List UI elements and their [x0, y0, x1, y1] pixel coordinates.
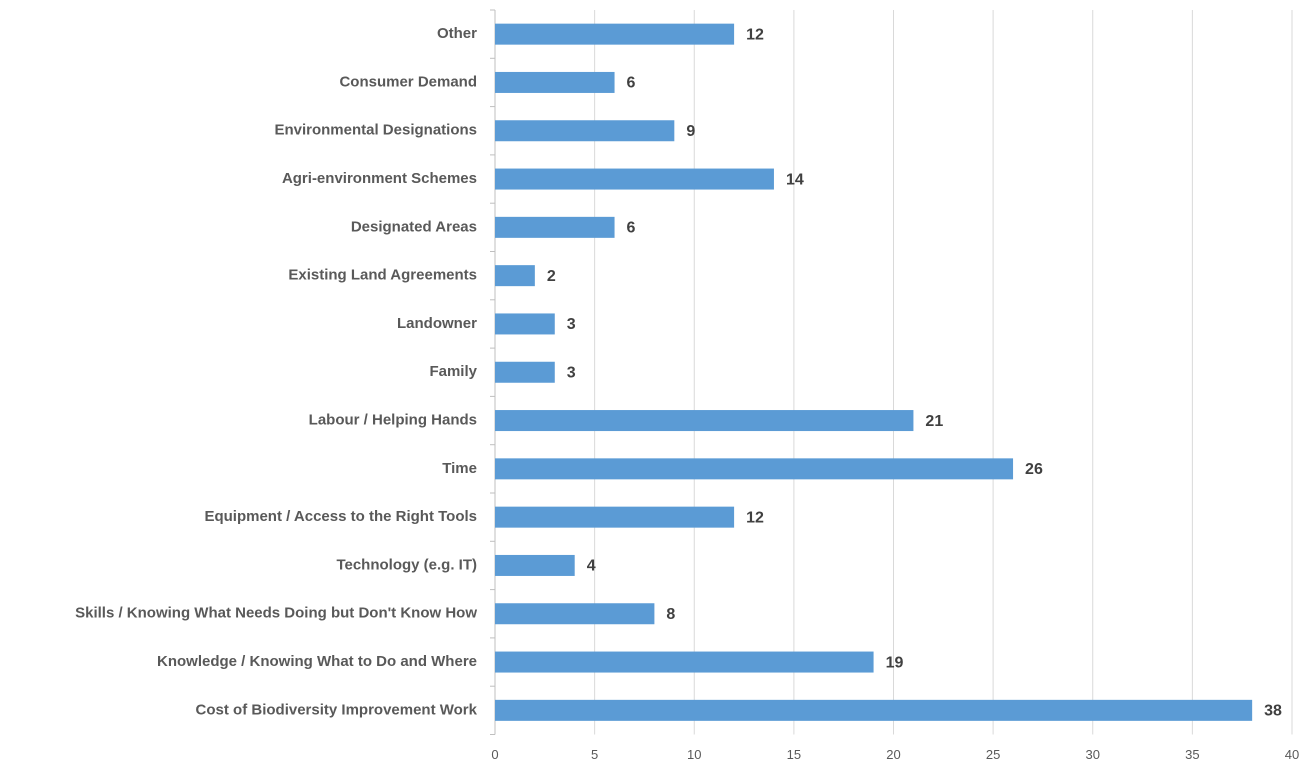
bar	[495, 410, 914, 432]
data-label: 8	[666, 606, 675, 623]
x-tick-label: 30	[1086, 747, 1100, 762]
data-label: 12	[746, 26, 764, 43]
y-tick-label: Technology (e.g. IT)	[336, 556, 477, 573]
bar	[495, 265, 535, 287]
bar	[495, 603, 655, 625]
x-tick-label: 40	[1285, 747, 1299, 762]
bar	[495, 216, 615, 238]
y-tick-label: Designated Areas	[351, 218, 477, 235]
bar	[495, 458, 1014, 480]
y-tick-label: Other	[437, 25, 477, 42]
data-label: 9	[686, 123, 695, 140]
bar	[495, 168, 774, 190]
data-label: 21	[925, 413, 943, 430]
bar	[495, 651, 874, 673]
data-label: 6	[627, 220, 636, 237]
data-label: 14	[786, 171, 804, 188]
bar	[495, 23, 735, 45]
y-tick-label: Labour / Helping Hands	[309, 412, 477, 429]
y-tick-label: Cost of Biodiversity Improvement Work	[196, 701, 478, 718]
y-tick-label: Equipment / Access to the Right Tools	[204, 508, 477, 525]
data-label: 6	[627, 75, 636, 92]
bar	[495, 361, 555, 383]
data-label: 26	[1025, 461, 1043, 478]
data-label: 3	[567, 316, 576, 333]
y-tick-label: Agri-environment Schemes	[282, 170, 477, 187]
x-tick-label: 10	[687, 747, 701, 762]
x-tick-label: 35	[1185, 747, 1199, 762]
y-tick-label: Skills / Knowing What Needs Doing but Do…	[75, 605, 477, 622]
y-tick-label: Environmental Designations	[274, 122, 477, 139]
x-tick-label: 25	[986, 747, 1000, 762]
bar	[495, 71, 615, 93]
x-tick-label: 5	[591, 747, 598, 762]
data-label: 3	[567, 364, 576, 381]
x-tick-label: 15	[787, 747, 801, 762]
bar	[495, 554, 575, 576]
x-tick-label: 20	[886, 747, 900, 762]
data-label: 19	[886, 654, 904, 671]
y-tick-label: Consumer Demand	[339, 73, 477, 90]
y-tick-label: Knowledge / Knowing What to Do and Where	[157, 653, 477, 670]
y-tick-label: Landowner	[397, 315, 477, 332]
bar	[495, 699, 1253, 721]
data-label: 4	[587, 558, 596, 575]
data-label: 2	[547, 268, 556, 285]
y-tick-label: Existing Land Agreements	[288, 267, 477, 284]
data-label: 12	[746, 509, 764, 526]
bar	[495, 313, 555, 335]
bar	[495, 120, 675, 142]
data-label: 38	[1264, 703, 1282, 720]
y-tick-label: Family	[429, 363, 477, 380]
y-tick-label: Time	[442, 460, 477, 477]
x-tick-label: 0	[491, 747, 498, 762]
bar	[495, 506, 735, 528]
